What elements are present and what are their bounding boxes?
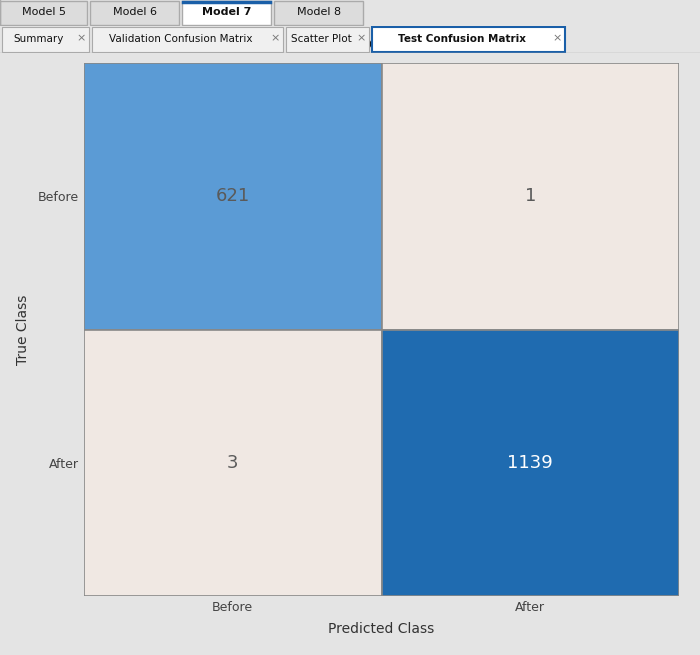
Text: Summary: Summary	[14, 33, 64, 43]
Text: ×: ×	[76, 33, 85, 43]
Text: Validation Confusion Matrix: Validation Confusion Matrix	[109, 33, 253, 43]
Bar	[84, 329, 382, 596]
Text: 3: 3	[227, 454, 239, 472]
Text: Model 7: Model 7	[202, 7, 252, 17]
Bar	[382, 63, 679, 329]
Bar	[2, 27, 89, 52]
Text: 1139: 1139	[508, 454, 553, 472]
Bar	[182, 1, 271, 25]
Bar	[92, 27, 283, 52]
Text: ×: ×	[270, 33, 280, 43]
Y-axis label: True Class: True Class	[15, 294, 29, 365]
Text: 1: 1	[524, 187, 536, 205]
Text: Model 8: Model 8	[297, 7, 341, 17]
Bar	[84, 63, 382, 329]
Text: Scatter Plot: Scatter Plot	[290, 33, 351, 43]
Bar	[372, 27, 565, 52]
Text: ×: ×	[552, 33, 561, 43]
Title: Model 7: Model 7	[344, 35, 419, 53]
Text: Model 6: Model 6	[113, 7, 157, 17]
Bar	[0, 1, 87, 25]
Bar	[286, 27, 369, 52]
X-axis label: Predicted Class: Predicted Class	[328, 622, 435, 636]
Bar	[90, 1, 179, 25]
Text: Model 5: Model 5	[22, 7, 66, 17]
Bar	[274, 1, 363, 25]
Text: ×: ×	[356, 33, 365, 43]
Bar	[382, 329, 679, 596]
Text: Test Confusion Matrix: Test Confusion Matrix	[398, 33, 526, 43]
Text: 621: 621	[216, 187, 250, 205]
